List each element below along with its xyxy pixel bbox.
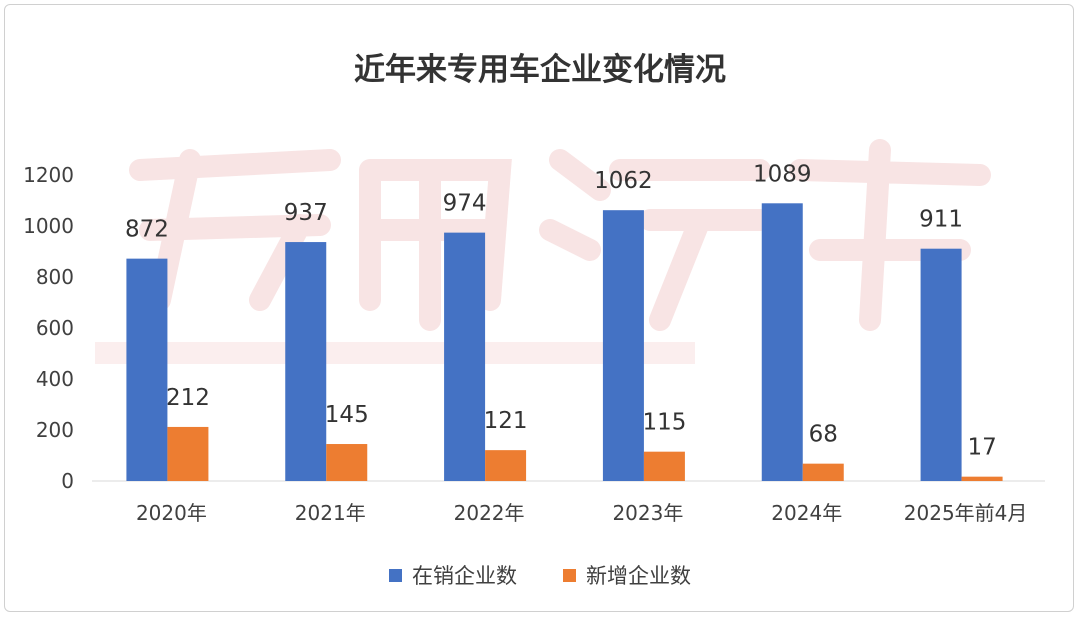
bar-new (643, 451, 685, 481)
legend-label: 在销企业数 (412, 564, 517, 588)
bar-new (802, 463, 844, 481)
data-label: 121 (484, 408, 528, 434)
y-tick-label: 1000 (23, 214, 74, 238)
x-tick-label: 2021年 (295, 501, 366, 525)
legend-item-sales: 在销企业数 (389, 560, 517, 590)
bar-sales (761, 203, 803, 481)
x-tick-label: 2023年 (612, 501, 683, 525)
watermark-logo (129, 139, 991, 331)
x-tick-label: 2024年 (771, 501, 842, 525)
legend-label: 新增企业数 (586, 564, 691, 588)
bar-sales (126, 258, 168, 481)
bar-sales (602, 210, 644, 481)
chart-title: 近年来专用车企业变化情况 (354, 52, 726, 88)
data-label: 872 (125, 217, 169, 243)
legend: 在销企业数 新增企业数 (0, 560, 1080, 590)
y-tick-label: 800 (36, 265, 74, 289)
bar-new (961, 476, 1003, 481)
watermark-subtitle-band (95, 342, 695, 364)
data-label: 1089 (753, 161, 812, 187)
bar-new (485, 450, 527, 481)
x-tick-label: 2025年前4月 (904, 501, 1028, 525)
data-label: 1062 (594, 168, 653, 194)
bar-sales (285, 242, 327, 481)
legend-swatch-orange (563, 568, 576, 582)
legend-item-new: 新增企业数 (563, 560, 691, 590)
data-label: 212 (166, 385, 210, 411)
data-label: 974 (443, 191, 487, 217)
y-tick-label: 1200 (23, 163, 74, 187)
chart-frame (4, 4, 1074, 612)
data-label: 17 (967, 435, 996, 461)
data-label: 911 (919, 207, 963, 233)
data-label: 68 (809, 422, 838, 448)
bar-new (326, 444, 368, 481)
legend-swatch-blue (389, 568, 402, 582)
bar-sales (444, 232, 486, 481)
y-tick-label: 200 (36, 418, 74, 442)
data-label: 145 (325, 402, 369, 428)
bar-sales (920, 248, 962, 481)
y-tick-label: 600 (36, 316, 74, 340)
bar-new (167, 426, 209, 481)
x-tick-label: 2022年 (454, 501, 525, 525)
data-label: 115 (642, 410, 686, 436)
x-tick-label: 2020年 (136, 501, 207, 525)
data-label: 937 (284, 200, 328, 226)
y-tick-label: 0 (61, 469, 74, 493)
y-tick-label: 400 (36, 367, 74, 391)
